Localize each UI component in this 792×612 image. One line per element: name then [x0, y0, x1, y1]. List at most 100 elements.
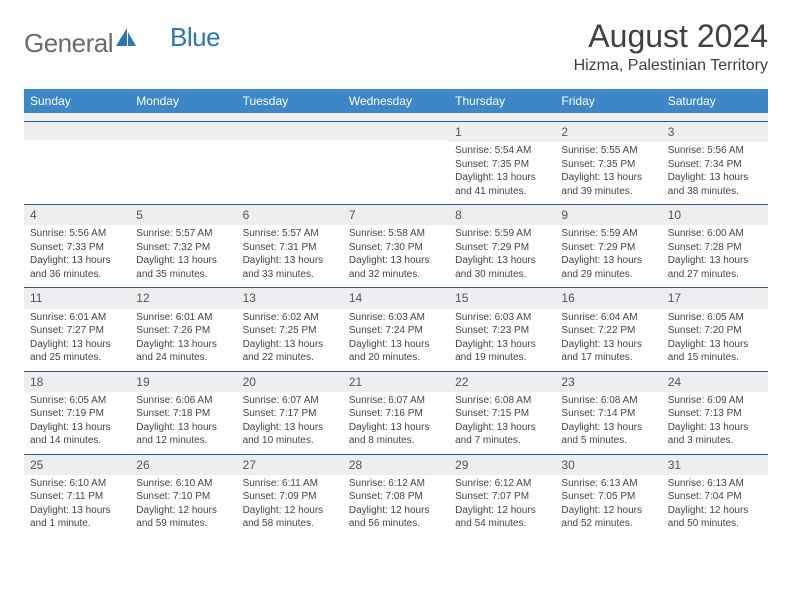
weekday-saturday: Saturday	[662, 89, 768, 113]
sunset-text: Sunset: 7:35 PM	[455, 158, 549, 172]
day-number: 19	[130, 372, 236, 392]
daylight-text: Daylight: 13 hours and 39 minutes.	[561, 171, 655, 198]
month-title: August 2024	[574, 18, 768, 55]
sunrise-text: Sunrise: 6:03 AM	[349, 311, 443, 325]
weeks-container: 1Sunrise: 5:54 AMSunset: 7:35 PMDaylight…	[24, 121, 768, 537]
day-body: Sunrise: 6:07 AMSunset: 7:17 PMDaylight:…	[237, 392, 343, 454]
day-body: Sunrise: 6:12 AMSunset: 7:07 PMDaylight:…	[449, 475, 555, 537]
sunset-text: Sunset: 7:11 PM	[30, 490, 124, 504]
sunset-text: Sunset: 7:14 PM	[561, 407, 655, 421]
sunset-text: Sunset: 7:29 PM	[561, 241, 655, 255]
sunrise-text: Sunrise: 6:04 AM	[561, 311, 655, 325]
day-cell: 22Sunrise: 6:08 AMSunset: 7:15 PMDayligh…	[449, 372, 555, 454]
day-cell: 12Sunrise: 6:01 AMSunset: 7:26 PMDayligh…	[130, 288, 236, 370]
daylight-text: Daylight: 12 hours and 50 minutes.	[668, 504, 762, 531]
week-row: 25Sunrise: 6:10 AMSunset: 7:11 PMDayligh…	[24, 454, 768, 537]
day-cell-empty	[130, 122, 236, 204]
day-cell: 11Sunrise: 6:01 AMSunset: 7:27 PMDayligh…	[24, 288, 130, 370]
day-number: 17	[662, 288, 768, 308]
day-cell: 16Sunrise: 6:04 AMSunset: 7:22 PMDayligh…	[555, 288, 661, 370]
day-body: Sunrise: 5:56 AMSunset: 7:34 PMDaylight:…	[662, 142, 768, 204]
sunset-text: Sunset: 7:17 PM	[243, 407, 337, 421]
day-body	[130, 140, 236, 148]
weekday-friday: Friday	[555, 89, 661, 113]
day-cell: 25Sunrise: 6:10 AMSunset: 7:11 PMDayligh…	[24, 455, 130, 537]
sunrise-text: Sunrise: 6:10 AM	[136, 477, 230, 491]
sunrise-text: Sunrise: 6:02 AM	[243, 311, 337, 325]
day-body: Sunrise: 6:13 AMSunset: 7:05 PMDaylight:…	[555, 475, 661, 537]
day-body: Sunrise: 5:57 AMSunset: 7:31 PMDaylight:…	[237, 225, 343, 287]
daylight-text: Daylight: 13 hours and 7 minutes.	[455, 421, 549, 448]
sunset-text: Sunset: 7:05 PM	[561, 490, 655, 504]
day-body: Sunrise: 6:02 AMSunset: 7:25 PMDaylight:…	[237, 309, 343, 371]
sunrise-text: Sunrise: 5:58 AM	[349, 227, 443, 241]
day-number: 23	[555, 372, 661, 392]
sunset-text: Sunset: 7:33 PM	[30, 241, 124, 255]
sunset-text: Sunset: 7:09 PM	[243, 490, 337, 504]
day-cell: 9 Sunrise: 5:59 AMSunset: 7:29 PMDaylight…	[555, 205, 661, 287]
day-cell-empty	[24, 122, 130, 204]
day-number: 10	[662, 205, 768, 225]
sunrise-text: Sunrise: 5:55 AM	[561, 144, 655, 158]
day-cell-empty	[343, 122, 449, 204]
sunrise-text: Sunrise: 6:10 AM	[30, 477, 124, 491]
calendar: SundayMondayTuesdayWednesdayThursdayFrid…	[24, 89, 768, 537]
day-cell: 21Sunrise: 6:07 AMSunset: 7:16 PMDayligh…	[343, 372, 449, 454]
sunset-text: Sunset: 7:07 PM	[455, 490, 549, 504]
day-number: 20	[237, 372, 343, 392]
day-cell-empty	[237, 122, 343, 204]
weekday-tuesday: Tuesday	[237, 89, 343, 113]
day-cell: 23Sunrise: 6:08 AMSunset: 7:14 PMDayligh…	[555, 372, 661, 454]
sunrise-text: Sunrise: 6:12 AM	[349, 477, 443, 491]
day-body: Sunrise: 5:57 AMSunset: 7:32 PMDaylight:…	[130, 225, 236, 287]
day-number: 9	[555, 205, 661, 225]
day-body: Sunrise: 6:05 AMSunset: 7:20 PMDaylight:…	[662, 309, 768, 371]
day-number: 15	[449, 288, 555, 308]
sunset-text: Sunset: 7:26 PM	[136, 324, 230, 338]
day-body: Sunrise: 6:01 AMSunset: 7:26 PMDaylight:…	[130, 309, 236, 371]
weekday-monday: Monday	[130, 89, 236, 113]
day-body: Sunrise: 6:01 AMSunset: 7:27 PMDaylight:…	[24, 309, 130, 371]
day-body: Sunrise: 5:55 AMSunset: 7:35 PMDaylight:…	[555, 142, 661, 204]
day-body: Sunrise: 5:59 AMSunset: 7:29 PMDaylight:…	[449, 225, 555, 287]
weekday-header-row: SundayMondayTuesdayWednesdayThursdayFrid…	[24, 89, 768, 113]
day-cell: 29Sunrise: 6:12 AMSunset: 7:07 PMDayligh…	[449, 455, 555, 537]
logo: General Blue	[24, 18, 220, 59]
sunset-text: Sunset: 7:23 PM	[455, 324, 549, 338]
title-block: August 2024 Hizma, Palestinian Territory	[574, 18, 768, 75]
sunrise-text: Sunrise: 5:59 AM	[455, 227, 549, 241]
sunrise-text: Sunrise: 5:59 AM	[561, 227, 655, 241]
day-number: 13	[237, 288, 343, 308]
daylight-text: Daylight: 12 hours and 52 minutes.	[561, 504, 655, 531]
daylight-text: Daylight: 13 hours and 36 minutes.	[30, 254, 124, 281]
sunset-text: Sunset: 7:29 PM	[455, 241, 549, 255]
day-body: Sunrise: 6:07 AMSunset: 7:16 PMDaylight:…	[343, 392, 449, 454]
day-number: 16	[555, 288, 661, 308]
day-number: 6	[237, 205, 343, 225]
day-number: 7	[343, 205, 449, 225]
day-number: 29	[449, 455, 555, 475]
day-number: 4	[24, 205, 130, 225]
sunset-text: Sunset: 7:10 PM	[136, 490, 230, 504]
day-number: 3	[662, 122, 768, 142]
day-number: 24	[662, 372, 768, 392]
day-number	[343, 122, 449, 140]
sunset-text: Sunset: 7:22 PM	[561, 324, 655, 338]
day-cell: 15Sunrise: 6:03 AMSunset: 7:23 PMDayligh…	[449, 288, 555, 370]
day-number: 11	[24, 288, 130, 308]
day-number: 12	[130, 288, 236, 308]
daylight-text: Daylight: 13 hours and 38 minutes.	[668, 171, 762, 198]
sunrise-text: Sunrise: 6:12 AM	[455, 477, 549, 491]
day-body: Sunrise: 6:08 AMSunset: 7:15 PMDaylight:…	[449, 392, 555, 454]
day-cell: 3Sunrise: 5:56 AMSunset: 7:34 PMDaylight…	[662, 122, 768, 204]
daylight-text: Daylight: 13 hours and 29 minutes.	[561, 254, 655, 281]
day-number: 5	[130, 205, 236, 225]
day-number: 27	[237, 455, 343, 475]
daylight-text: Daylight: 12 hours and 59 minutes.	[136, 504, 230, 531]
day-number	[24, 122, 130, 140]
week-row: 4Sunrise: 5:56 AMSunset: 7:33 PMDaylight…	[24, 204, 768, 287]
day-cell: 31Sunrise: 6:13 AMSunset: 7:04 PMDayligh…	[662, 455, 768, 537]
sunset-text: Sunset: 7:27 PM	[30, 324, 124, 338]
day-body: Sunrise: 6:00 AMSunset: 7:28 PMDaylight:…	[662, 225, 768, 287]
sunset-text: Sunset: 7:19 PM	[30, 407, 124, 421]
